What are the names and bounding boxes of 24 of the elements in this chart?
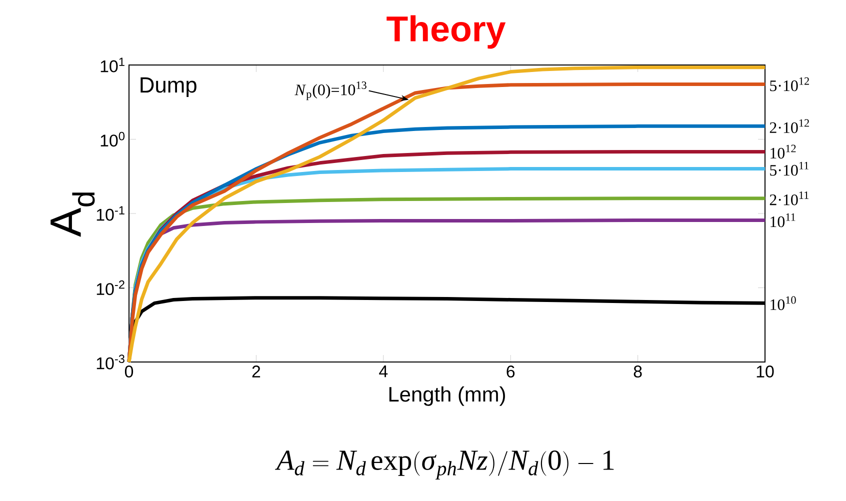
series-label: 10$^{11}$ (770, 213, 796, 228)
annotation: Dump (140, 77, 196, 98)
series-label: 2·10$^{11}$ (770, 191, 808, 206)
y-tick-label: 10$^{-1}$ (96, 206, 124, 221)
y-tick-label: 10$^{1}$ (100, 58, 124, 72)
x-tick-label: 0 (124, 366, 134, 378)
series-label: 10$^{10}$ (770, 296, 796, 310)
y-tick-label: 10$^{-3}$ (96, 354, 124, 370)
y-tick-label: 10$^{0}$ (100, 132, 125, 147)
x-tick-label: 8 (634, 366, 642, 378)
y-tick-label: 10$^{-2}$ (96, 280, 124, 296)
series-label: 10$^{12}$ (770, 144, 796, 159)
series-label: 5·10$^{11}$ (770, 162, 808, 176)
y-axis-title: A$_{d}$ (50, 192, 95, 237)
x-tick-label: 6 (506, 366, 515, 378)
x-tick-label: 4 (379, 366, 388, 378)
series-label: 2·10$^{12}$ (770, 119, 809, 134)
chart-title: Theory (386, 15, 506, 49)
series-label: 5·10$^{12}$ (770, 77, 809, 92)
x-tick-label: 2 (252, 366, 260, 378)
annotation: N$_{p}$(0)=10$^{13}$ (294, 81, 366, 100)
x-tick-label: 10 (756, 366, 774, 378)
text: $A_d = N_d \exp(\sigma_{ph} N z)/N_d(0) - 1$ (275, 450, 614, 480)
x-axis-title: Length (mm) (389, 386, 505, 406)
